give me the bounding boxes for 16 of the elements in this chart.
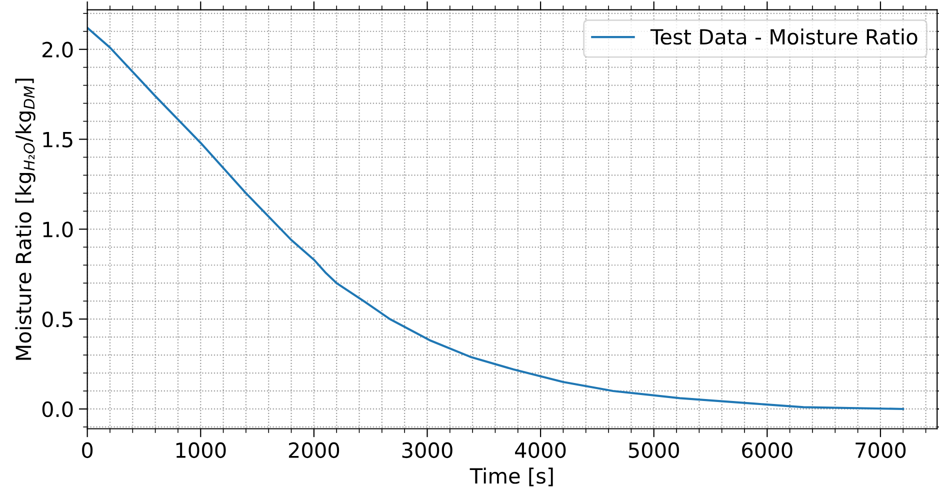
x-tick-label: 7000: [856, 442, 906, 458]
y-axis-title: Moisture Ratio [kg$_{H₂O}$/kg$_{DM}$]: [15, 78, 36, 360]
legend-label: Test Data - Moisture Ratio: [650, 28, 918, 45]
y-tick-label: 0.0: [42, 401, 73, 418]
x-tick-label: 4000: [515, 442, 566, 458]
y-tick-label: 2.0: [42, 42, 73, 58]
x-tick-label: 5000: [628, 442, 679, 458]
x-tick-label: 1000: [176, 442, 226, 458]
x-tick-label: 6000: [742, 442, 792, 458]
y-tick-label: 0.5: [42, 312, 72, 328]
x-tick-label: 3000: [402, 442, 452, 458]
x-tick-label: 2000: [288, 442, 340, 458]
x-tick-label: 0: [82, 442, 93, 458]
y-tick-label: 1.0: [43, 222, 73, 238]
y-tick-label: 1.5: [43, 132, 72, 148]
x-axis-title: Time [s]: [470, 468, 553, 486]
